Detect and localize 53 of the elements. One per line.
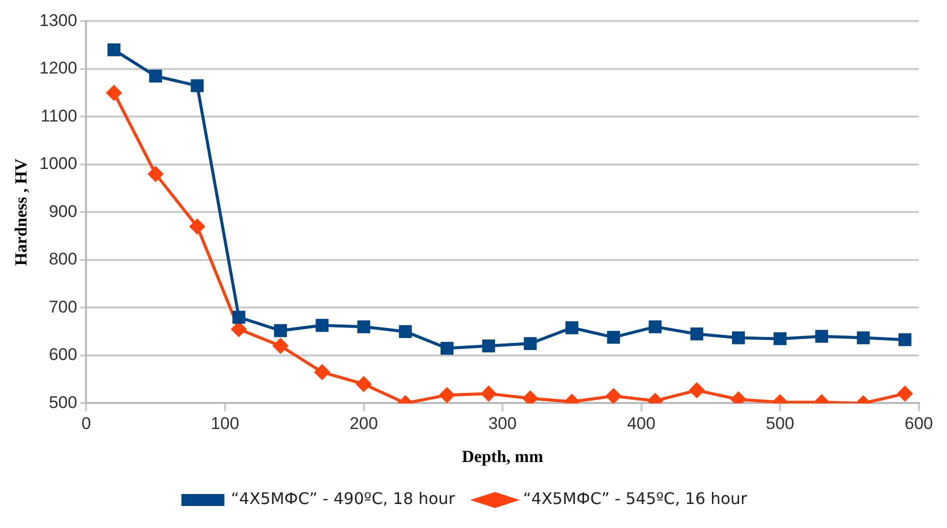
point [231, 322, 246, 337]
point [106, 85, 122, 100]
point [732, 331, 745, 344]
point [356, 376, 372, 392]
point [689, 382, 704, 398]
point [440, 342, 454, 355]
point [314, 364, 330, 380]
point [522, 390, 538, 404]
x-tick-label: 100 [210, 414, 240, 434]
x-tick-label: 600 [904, 414, 934, 434]
y-tick-label: 1300 [39, 10, 78, 30]
x-tick-label: 500 [766, 414, 794, 434]
point [357, 320, 370, 334]
x-tick-label: 400 [627, 414, 656, 434]
point [440, 388, 455, 403]
x-axis-title: Depth, mm [462, 447, 544, 466]
y-tick-label: 700 [48, 297, 78, 316]
legend-label: “4X5MФС” - 490ºC, 18 hour [230, 489, 456, 508]
point [606, 388, 622, 404]
point [897, 386, 912, 402]
point [565, 321, 578, 334]
x-tick-label: 0 [81, 414, 91, 434]
point [524, 337, 537, 350]
point [481, 386, 496, 402]
x-tick-label: 200 [350, 414, 378, 434]
point [272, 338, 288, 354]
point [148, 166, 164, 182]
point [232, 310, 246, 324]
point [815, 330, 828, 343]
y-tick-label: 1200 [39, 58, 78, 78]
point [607, 330, 620, 344]
point [398, 325, 412, 338]
y-tick-label: 500 [48, 392, 78, 412]
point [774, 332, 786, 346]
point [274, 324, 287, 338]
y-tick-label: 1100 [40, 106, 78, 126]
point [482, 339, 496, 352]
point [648, 320, 662, 334]
point [316, 318, 329, 332]
point [108, 43, 120, 56]
y-tick-label: 900 [48, 202, 78, 221]
legend-label: “4X5MФС” - 545ºC, 16 hour [523, 489, 748, 508]
y-tick-label: 600 [48, 345, 78, 364]
point [690, 328, 704, 340]
y-tick-label: 1000 [39, 154, 78, 174]
point [149, 70, 162, 83]
x-tick-label: 300 [488, 414, 517, 434]
point [898, 333, 912, 346]
y-axis-title: Hardness , HV [12, 158, 31, 266]
point [190, 79, 204, 92]
y-tick-label: 800 [48, 250, 78, 269]
point [856, 331, 870, 344]
point [190, 219, 205, 234]
